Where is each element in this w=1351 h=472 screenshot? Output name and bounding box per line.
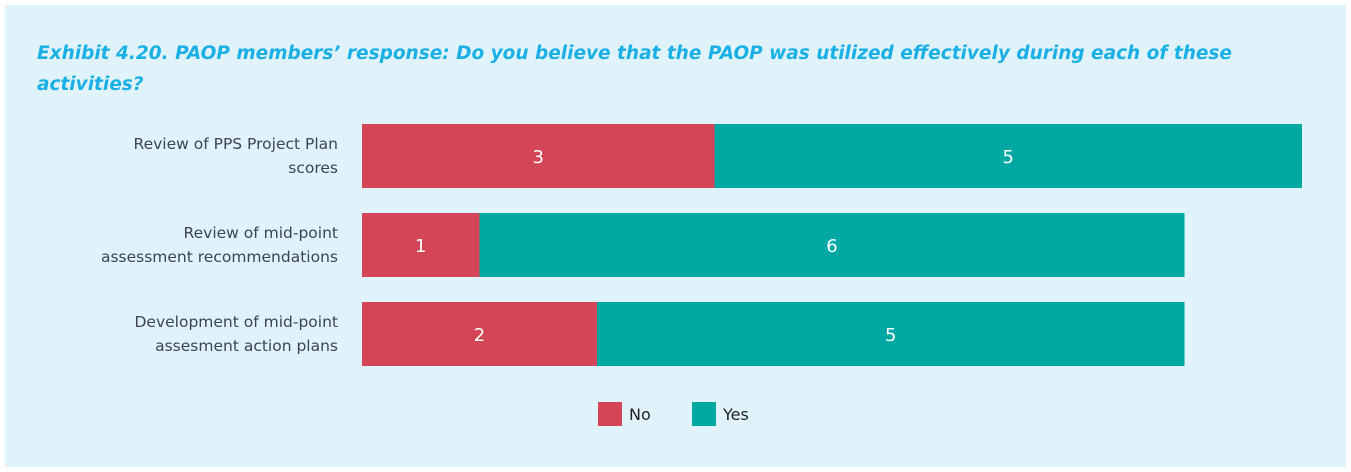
category-label-line: assesment action plans <box>155 337 338 355</box>
bar-segment-yes <box>597 302 1185 366</box>
category-label-line: assessment recommendations <box>101 248 338 266</box>
category-label-line: Development of mid-point <box>134 313 338 331</box>
category-label-line: scores <box>288 159 338 177</box>
data-label-yes: 5 <box>885 325 896 346</box>
data-label-yes: 5 <box>1003 147 1014 168</box>
category-label: Review of PPS Project Plan scores <box>134 135 339 177</box>
bar-segment-no <box>362 302 597 366</box>
legend-label-no: No <box>629 405 651 424</box>
legend-swatch-yes <box>692 402 716 426</box>
bar-segment-yes <box>714 124 1302 188</box>
bar-segment-no <box>362 124 715 188</box>
legend-swatch-no <box>598 402 622 426</box>
chart-title: Exhibit 4.20. PAOP members’ response: Do… <box>37 43 1232 95</box>
data-label-no: 3 <box>533 147 544 168</box>
data-label-no: 1 <box>415 236 426 257</box>
category-label: Review of mid-point assessment recommenda… <box>101 224 338 266</box>
data-label-no: 2 <box>474 325 485 346</box>
category-label-line: Review of PPS Project Plan <box>134 135 339 153</box>
legend-label-yes: Yes <box>722 405 749 424</box>
category-label: Development of mid-point assesment action… <box>134 313 338 355</box>
bar-segment-yes <box>479 213 1185 277</box>
data-label-yes: 6 <box>826 236 837 257</box>
bar-segment-no <box>362 213 480 277</box>
category-label-line: Review of mid-point <box>184 224 338 242</box>
